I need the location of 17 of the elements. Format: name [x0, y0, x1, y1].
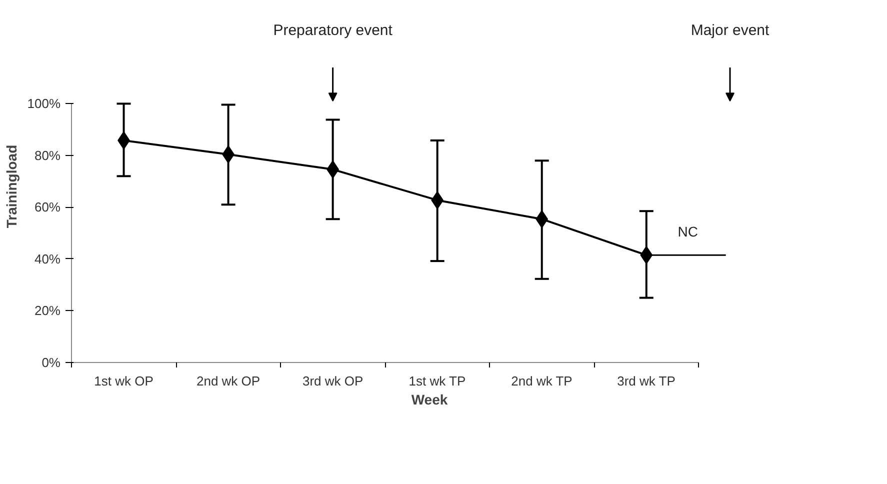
y-tick-label: 20%: [34, 303, 61, 318]
x-tick-label: 1st wk OP: [94, 374, 154, 388]
ref-line-label: NC: [678, 224, 698, 240]
x-tick-label: 3rd wk TP: [617, 374, 676, 388]
y-tick-label: 80%: [34, 148, 61, 163]
x-tick-label: 3rd wk OP: [302, 374, 364, 388]
x-tick-label: 2nd wk TP: [511, 374, 572, 388]
text: Major event: [690, 22, 770, 39]
text: Preparatory event: [273, 22, 394, 39]
x-axis-title: Week: [411, 392, 448, 408]
y-tick-label: 40%: [34, 251, 61, 266]
y-tick-label: 0%: [42, 355, 61, 370]
x-tick-label: 2nd wk OP: [196, 374, 260, 388]
y-tick-label: 100%: [27, 96, 61, 112]
y-axis-title: Trainingload: [3, 144, 20, 228]
x-tick-label: 1st wk TP: [408, 374, 466, 388]
y-tick-label: 60%: [34, 200, 61, 215]
